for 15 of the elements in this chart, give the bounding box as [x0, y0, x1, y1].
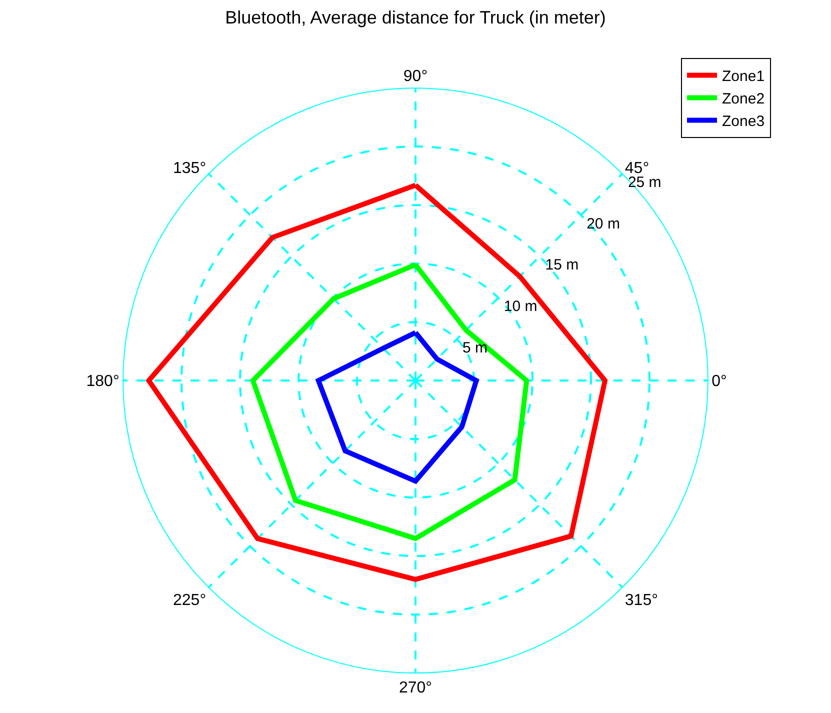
chart-title: Bluetooth, Average distance for Truck (in meter)	[225, 7, 606, 28]
y-tick-label: 10 m	[504, 298, 538, 315]
spoke-label: 90°	[403, 68, 428, 86]
spoke-label: 45°	[624, 160, 650, 177]
legend-label: Zone2	[722, 90, 765, 108]
spoke-label: 135°	[172, 160, 206, 177]
spoke-label: 225°	[172, 592, 206, 610]
spoke-label: 0°	[712, 373, 727, 390]
y-tick-label: 20 m	[586, 215, 620, 232]
y-tick-label: 15 m	[545, 256, 579, 274]
legend-label: Zone1	[722, 68, 765, 86]
spoke-label: 180°	[86, 373, 120, 390]
spoke-label: 315°	[624, 592, 658, 610]
spoke-label: 270°	[398, 680, 432, 697]
legend-label: Zone3	[722, 113, 765, 130]
